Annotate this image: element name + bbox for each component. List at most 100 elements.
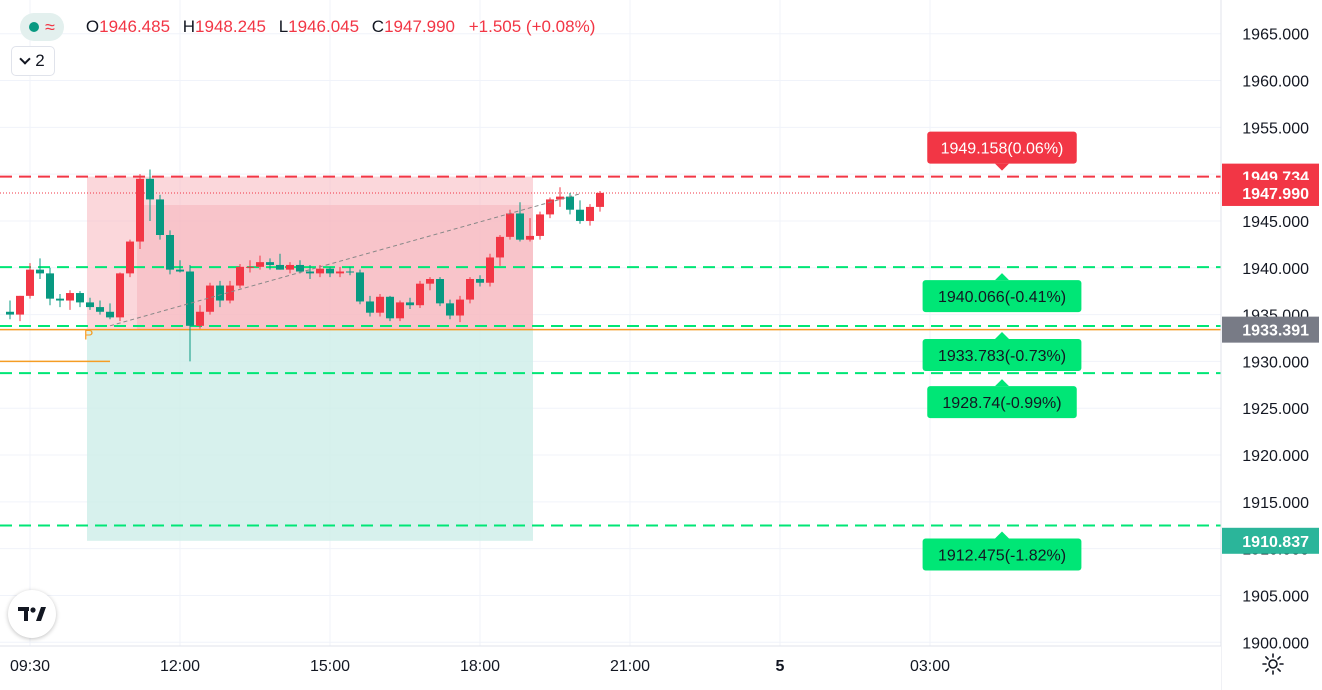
gear-icon[interactable] [1261,652,1285,676]
close-label: C [371,17,385,36]
candle-body [236,266,244,286]
candle-body [256,262,264,267]
y-tick-label: 1940.000 [1242,261,1309,278]
candle-body [36,269,44,274]
target-price-badge: 1910.837 [1242,534,1309,551]
candle-body [346,271,354,273]
candle-body [76,293,84,303]
trend-line [109,193,581,327]
y-tick-label: 1900.000 [1242,635,1309,652]
candle-body [276,264,284,270]
candle-body [456,299,464,316]
x-tick-label: 03:00 [910,658,950,675]
level-tag-label: 1933.783(-0.73%) [938,348,1066,365]
candle-body [86,302,94,308]
candle-body [146,178,154,200]
candle-body [556,196,564,200]
open-value: 1946.485 [99,17,171,36]
level-tag-label: 1912.475(-1.82%) [938,547,1066,564]
candle-body [436,278,444,304]
candle-body [136,178,144,242]
candle-body [206,285,214,312]
candle-body [226,285,234,301]
candle-body [126,241,134,274]
candle-body [176,269,184,272]
wave-icon: ≈ [45,17,55,37]
candle-body [306,271,314,274]
candle-body [586,206,594,221]
candle-body [566,196,574,210]
level-tag-label: 1928.74(-0.99%) [942,395,1061,412]
candle-body [26,269,34,296]
y-tick-label: 1905.000 [1242,588,1309,605]
candle-body [296,264,304,272]
entry-price-badge: 1933.391 [1242,323,1309,340]
current-price-badge: 1947.990 [1242,186,1309,203]
candle-body [56,298,64,301]
candle-body [386,296,394,319]
candle-body [506,213,514,237]
candle-body [356,272,364,302]
level-tag-box [927,131,1077,164]
target-price-badge-box [1222,527,1319,554]
price-axis [1221,0,1322,690]
symbol-legend: ≈ O1946.485 H1948.245 L1946.045 C1947.99… [20,13,595,41]
level-tag-arrow [995,531,1009,539]
tradingview-logo-icon[interactable] [8,590,56,638]
x-tick-label: 5 [776,658,785,675]
candle-body [536,214,544,236]
open-label: O [85,17,100,36]
y-tick-label: 1920.000 [1242,448,1309,465]
candle-body [266,262,274,265]
candle-body [66,293,74,301]
level-tag-label: 1949.158(0.06%) [941,141,1064,158]
collapse-indicators-button[interactable]: 2 [11,46,55,76]
candle-body [116,273,124,318]
low-value: 1946.045 [288,17,360,36]
level-tag-arrow [995,379,1009,387]
entry-price-badge-box [1222,316,1319,343]
candle-body [196,311,204,326]
candle-body [156,199,164,235]
y-tick-label: 1930.000 [1242,354,1309,371]
close-value: 1947.990 [384,17,455,36]
x-tick-label: 18:00 [460,658,500,675]
candle-body [576,209,584,221]
y-tick-label: 1915.000 [1242,495,1309,512]
candle-body [216,285,224,301]
y-tick-label: 1960.000 [1242,74,1309,91]
candle-body [406,302,414,306]
candle-body [166,234,174,270]
status-pill[interactable]: ≈ [20,13,64,41]
level-tag-box [927,386,1077,419]
candle-body [416,283,424,306]
level-tag-arrow [995,331,1009,339]
candle-body [526,235,534,240]
candle-body [426,278,434,284]
candle-body [286,264,294,270]
high-value: 1948.245 [195,17,266,36]
current-price-badge-box [1222,179,1319,206]
level-tag-box [922,280,1082,313]
x-tick-label: 15:00 [310,658,350,675]
candle-body [316,268,324,274]
candle-body [96,307,104,312]
x-tick-label: 21:00 [610,658,650,675]
candle-body [336,271,344,274]
candle-body [466,278,474,300]
candle-body [326,268,334,274]
level-tag-box [922,538,1082,571]
y-tick-label: 1965.000 [1242,27,1309,44]
candle-body [16,295,24,315]
time-axis [0,646,1221,690]
high-label: H [182,17,196,36]
candle-body [246,266,254,268]
green-dot-icon [29,22,39,32]
level-tag-arrow [995,163,1009,171]
y-tick-label: 1925.000 [1242,401,1309,418]
collapse-count: 2 [35,51,45,70]
low-label: L [278,17,289,36]
candle-body [106,311,114,318]
candle-body [46,273,54,299]
